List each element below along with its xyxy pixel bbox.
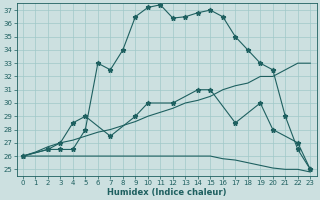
X-axis label: Humidex (Indice chaleur): Humidex (Indice chaleur) <box>107 188 226 197</box>
